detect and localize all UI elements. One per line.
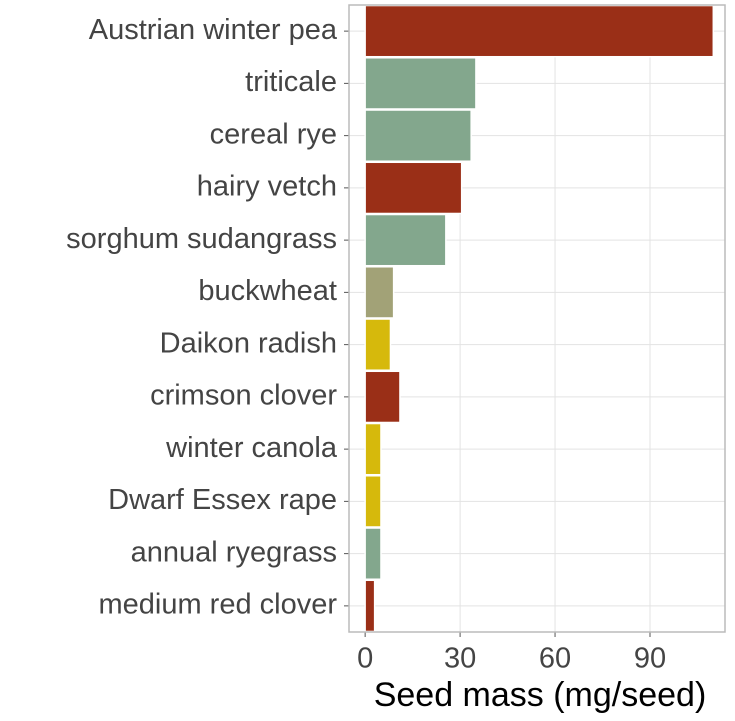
- y-tick-label: triticale: [245, 66, 337, 98]
- y-tick-label: Dwarf Essex rape: [108, 484, 337, 516]
- x-tick-label: 30: [444, 643, 476, 675]
- y-tick-label: cereal rye: [210, 118, 337, 150]
- bar: [364, 57, 477, 110]
- x-tick-label: 90: [634, 643, 666, 675]
- bar: [364, 266, 395, 319]
- bar: [364, 579, 376, 633]
- bar: [364, 318, 392, 371]
- y-tick-label: winter canola: [165, 432, 338, 464]
- y-tick-label: sorghum sudangrass: [66, 223, 337, 255]
- bar: [364, 527, 382, 580]
- bar: [364, 109, 472, 162]
- y-tick-label: Daikon radish: [160, 327, 337, 359]
- y-tick-label: crimson clover: [150, 380, 337, 412]
- x-tick-label: 0: [357, 643, 373, 675]
- x-tick-label: 60: [539, 643, 571, 675]
- bar: [364, 4, 715, 58]
- y-tick-label: medium red clover: [98, 589, 337, 621]
- bar: [364, 213, 447, 267]
- bar: [364, 370, 401, 424]
- panel-border: [348, 4, 726, 633]
- bar: [364, 161, 463, 215]
- bar: [364, 475, 382, 528]
- y-tick-label: annual ryegrass: [131, 536, 337, 568]
- y-tick-label: buckwheat: [198, 275, 337, 307]
- bar: [364, 422, 382, 476]
- x-axis-label: Seed mass (mg/seed): [374, 676, 707, 714]
- y-tick-label: Austrian winter pea: [89, 14, 338, 46]
- y-tick-label: hairy vetch: [197, 171, 337, 203]
